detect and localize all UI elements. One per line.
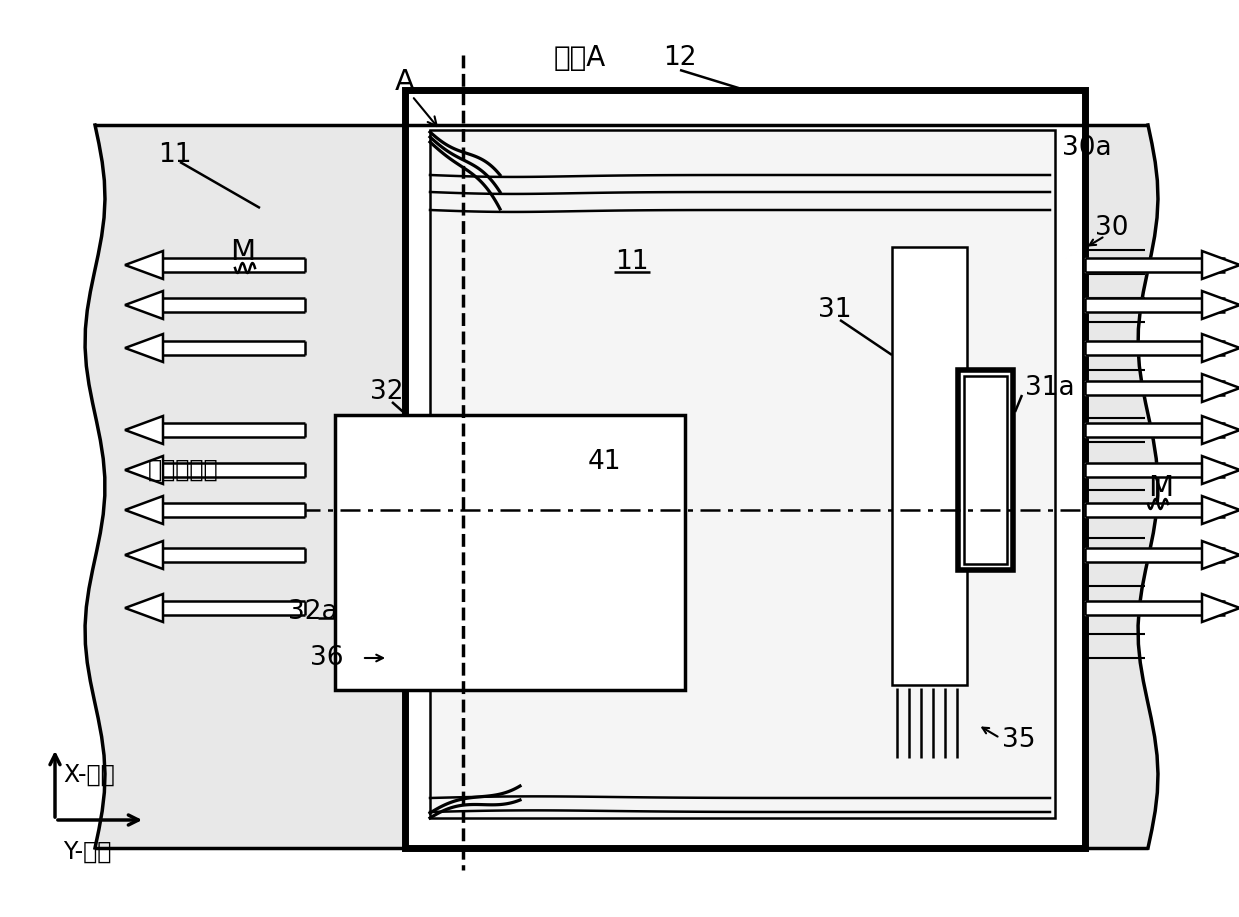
Text: A: A <box>395 68 415 96</box>
Polygon shape <box>1202 291 1239 319</box>
Polygon shape <box>125 456 164 484</box>
Text: 41: 41 <box>589 449 622 475</box>
Polygon shape <box>125 416 164 444</box>
Bar <box>964 376 1007 564</box>
Text: 31: 31 <box>818 297 851 323</box>
Bar <box>430 130 1054 818</box>
Text: 11: 11 <box>616 249 649 275</box>
Text: 视图A: 视图A <box>554 44 606 72</box>
Text: 主负载方向: 主负载方向 <box>147 458 218 482</box>
Bar <box>335 415 685 690</box>
Text: 30a: 30a <box>1062 135 1111 161</box>
Bar <box>892 247 966 685</box>
Text: M: M <box>230 238 255 266</box>
Text: 12: 12 <box>663 45 696 71</box>
Polygon shape <box>125 594 164 622</box>
Text: 30: 30 <box>1095 215 1129 241</box>
Text: 35: 35 <box>1002 727 1036 753</box>
Polygon shape <box>1202 334 1239 362</box>
Polygon shape <box>1202 251 1239 279</box>
Polygon shape <box>125 541 164 569</box>
Text: 11: 11 <box>159 142 192 168</box>
Polygon shape <box>1202 456 1239 484</box>
Polygon shape <box>1202 374 1239 402</box>
Polygon shape <box>1202 416 1239 444</box>
Polygon shape <box>125 251 164 279</box>
Text: 32: 32 <box>370 379 404 405</box>
Text: Y-方向: Y-方向 <box>63 840 112 864</box>
Polygon shape <box>125 496 164 524</box>
Text: 31a: 31a <box>1025 375 1074 401</box>
Polygon shape <box>85 125 1158 848</box>
Text: 36: 36 <box>310 645 343 671</box>
Polygon shape <box>1202 541 1239 569</box>
Text: X-方向: X-方向 <box>63 763 115 787</box>
Polygon shape <box>125 291 164 319</box>
Polygon shape <box>1202 496 1239 524</box>
Bar <box>958 370 1014 570</box>
Text: 32a: 32a <box>287 599 337 625</box>
Polygon shape <box>125 334 164 362</box>
Text: M: M <box>1149 474 1173 502</box>
Polygon shape <box>1202 594 1239 622</box>
Bar <box>405 90 1085 848</box>
